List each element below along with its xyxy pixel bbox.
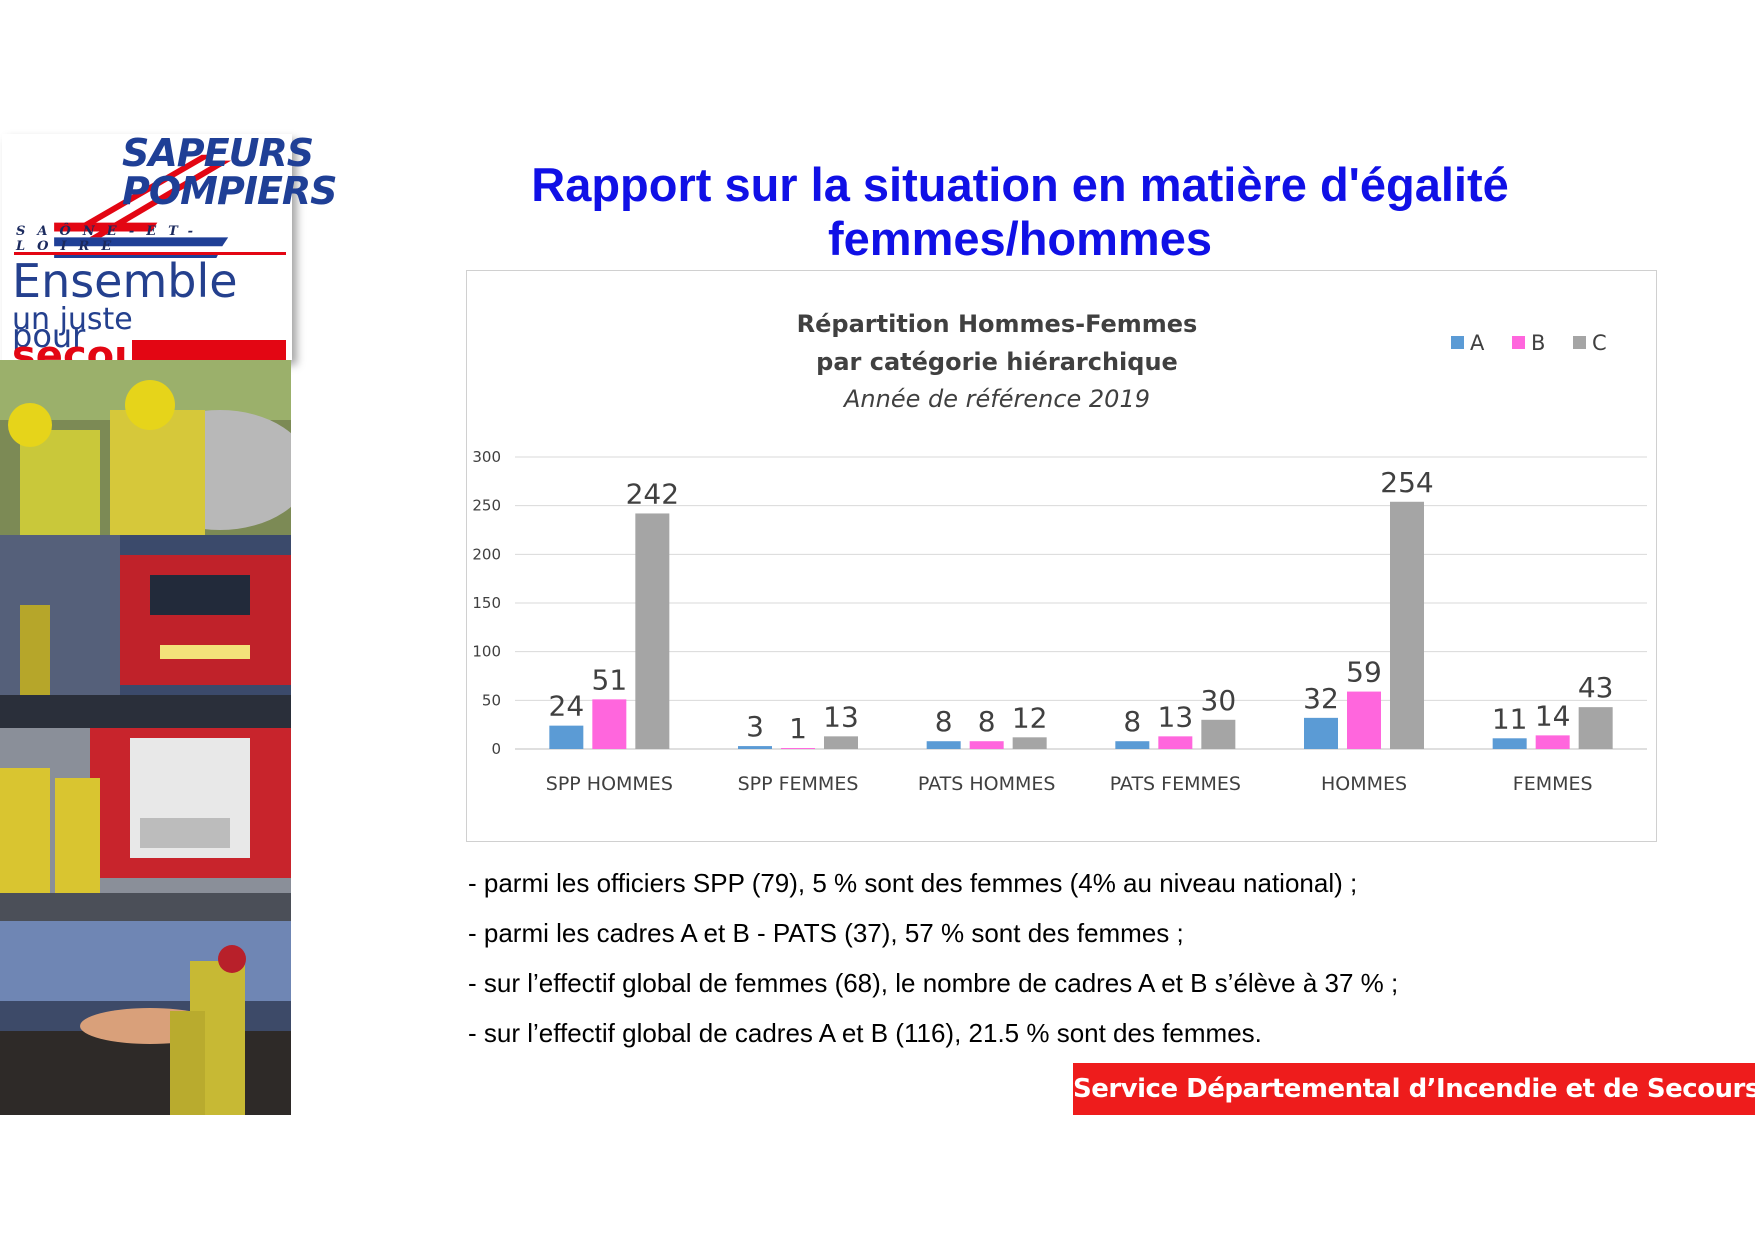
y-tick-label: 250 xyxy=(472,497,501,515)
data-label: 51 xyxy=(592,663,628,696)
logo-divider xyxy=(14,252,286,255)
page-title-line2: femmes/hommes xyxy=(828,212,1212,265)
bar-chart: Répartition Hommes-Femmes par catégorie … xyxy=(472,310,1647,795)
chart-bars xyxy=(549,501,1613,749)
data-label: 13 xyxy=(1158,700,1194,733)
bar xyxy=(824,736,858,749)
bar xyxy=(1012,737,1047,749)
y-tick-label: 50 xyxy=(482,691,501,709)
category-label: SPP FEMMES xyxy=(738,773,859,795)
bar xyxy=(1304,717,1338,749)
data-label: 3 xyxy=(746,710,764,743)
summary-item: - parmi les cadres A et B - PATS (37), 5… xyxy=(468,918,1184,948)
bar xyxy=(1347,691,1381,749)
page-title-line1: Rapport sur la situation en matière d'ég… xyxy=(531,158,1509,211)
bar xyxy=(1158,736,1193,749)
logo-line-pompiers: POMPIERS xyxy=(122,169,338,213)
page-title: Rapport sur la situation en matière d'ég… xyxy=(470,158,1570,266)
data-label: 43 xyxy=(1578,671,1614,704)
y-tick-label: 0 xyxy=(491,740,501,758)
chart-y-ticks: 0 50 100 150 200 250 300 xyxy=(472,448,501,758)
flame-stripes-icon xyxy=(54,154,232,258)
data-label: 30 xyxy=(1201,684,1237,717)
logo-wordmark: SAPEURS POMPIERS xyxy=(122,134,338,213)
chart-title-line2: par catégorie hiérarchique xyxy=(816,348,1178,376)
chart-title-line1: Répartition Hommes-Femmes xyxy=(797,310,1198,338)
slogan-un-juste: un juste xyxy=(12,302,133,337)
logo-line-sapeurs: SAPEURS xyxy=(122,131,314,175)
bar xyxy=(1492,738,1527,749)
data-label: 254 xyxy=(1380,466,1433,499)
chart-gridlines xyxy=(515,456,1647,750)
data-label: 12 xyxy=(1012,701,1048,734)
summary-item: - sur l’effectif global de femmes (68), … xyxy=(468,968,1399,998)
data-label: 13 xyxy=(823,700,859,733)
legend-swatch xyxy=(1573,336,1586,349)
chart-container: Répartition Hommes-Femmes par catégorie … xyxy=(466,270,1657,842)
summary-item: - sur l’effectif global de cadres A et B… xyxy=(468,1018,1262,1048)
legend-label: A xyxy=(1470,331,1485,355)
bar xyxy=(635,513,670,749)
data-label: 59 xyxy=(1346,656,1382,689)
bar xyxy=(1578,707,1613,749)
logo-red-bar xyxy=(132,340,286,360)
chart-subtitle: Année de référence 2019 xyxy=(842,385,1150,413)
y-tick-label: 100 xyxy=(472,643,501,661)
bar xyxy=(1115,741,1150,749)
logo-slogan-top: Ensemble pour xyxy=(12,256,292,361)
photo-fire-truck xyxy=(0,535,291,728)
data-label: 8 xyxy=(935,705,953,738)
y-tick-label: 300 xyxy=(472,448,501,466)
category-label: SPP HOMMES xyxy=(546,773,673,795)
footer-banner: Service Départemental d’Incendie et de S… xyxy=(1073,1063,1755,1115)
legend-swatch xyxy=(1512,336,1525,349)
y-tick-label: 150 xyxy=(472,594,501,612)
legend-label: B xyxy=(1531,331,1545,355)
legend-swatch xyxy=(1451,336,1464,349)
data-label: 8 xyxy=(1123,705,1141,738)
bar xyxy=(1201,719,1236,749)
category-label: PATS FEMMES xyxy=(1110,773,1241,795)
chart-legend: A B C xyxy=(1451,331,1607,355)
slogan-ensemble: Ensemble xyxy=(12,254,238,308)
logo-region: SAÔNE-ET-LOIRE xyxy=(16,224,206,254)
bar xyxy=(1535,735,1570,749)
bar xyxy=(738,746,772,749)
slogan-pour: pour xyxy=(12,317,86,355)
data-label: 1 xyxy=(789,712,807,745)
y-tick-label: 200 xyxy=(472,545,501,563)
photo-rescue-car xyxy=(0,360,291,535)
data-label: 242 xyxy=(626,477,679,510)
bar xyxy=(781,748,815,749)
bar xyxy=(926,741,961,749)
photo-ambulance xyxy=(0,728,291,921)
legend-label: C xyxy=(1592,331,1607,355)
data-label: 14 xyxy=(1535,699,1571,732)
bar xyxy=(592,699,627,749)
category-label: FEMMES xyxy=(1513,773,1593,795)
data-label: 32 xyxy=(1303,682,1339,715)
data-label: 11 xyxy=(1492,702,1528,735)
bar xyxy=(969,741,1004,749)
data-label: 8 xyxy=(978,705,996,738)
bar xyxy=(549,725,584,749)
summary-list: - parmi les officiers SPP (79), 5 % sont… xyxy=(468,858,1718,1058)
chart-category-labels: SPP HOMMES SPP FEMMES PATS HOMMES PATS FEMM… xyxy=(546,773,1593,795)
summary-item: - parmi les officiers SPP (79), 5 % sont… xyxy=(468,868,1358,898)
category-label: PATS HOMMES xyxy=(918,773,1056,795)
sdis-logo: SAPEURS POMPIERS SAÔNE-ET-LOIRE Ensemble… xyxy=(2,134,338,376)
photo-field-fire xyxy=(0,921,291,1115)
bar xyxy=(1390,501,1424,749)
category-label: HOMMES xyxy=(1321,773,1407,795)
data-label: 24 xyxy=(549,690,585,723)
